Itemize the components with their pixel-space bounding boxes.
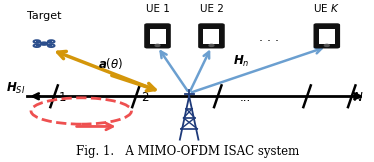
Text: Fig. 1.   A MIMO-OFDM ISAC system: Fig. 1. A MIMO-OFDM ISAC system: [76, 145, 299, 158]
Text: Target: Target: [27, 11, 61, 21]
Circle shape: [43, 43, 45, 44]
Text: ...: ...: [239, 91, 251, 104]
FancyBboxPatch shape: [150, 29, 166, 44]
Text: . . .: . . .: [259, 31, 279, 44]
Circle shape: [209, 44, 214, 46]
Text: 1: 1: [59, 91, 67, 104]
Text: UE $K$: UE $K$: [313, 2, 340, 14]
Text: $\boldsymbol{a}(\theta)$: $\boldsymbol{a}(\theta)$: [98, 56, 124, 71]
Text: UE 2: UE 2: [199, 4, 223, 14]
Circle shape: [324, 44, 329, 46]
FancyBboxPatch shape: [145, 24, 170, 48]
Text: UE 1: UE 1: [145, 4, 169, 14]
FancyBboxPatch shape: [199, 24, 224, 48]
Circle shape: [155, 44, 160, 46]
FancyBboxPatch shape: [203, 29, 220, 44]
FancyBboxPatch shape: [319, 29, 335, 44]
Text: $\boldsymbol{H}_{SI}$: $\boldsymbol{H}_{SI}$: [6, 81, 25, 96]
Text: N: N: [354, 91, 363, 104]
Text: 2: 2: [141, 91, 148, 104]
Text: $\boldsymbol{H}_n$: $\boldsymbol{H}_n$: [233, 54, 249, 69]
FancyBboxPatch shape: [314, 24, 339, 48]
